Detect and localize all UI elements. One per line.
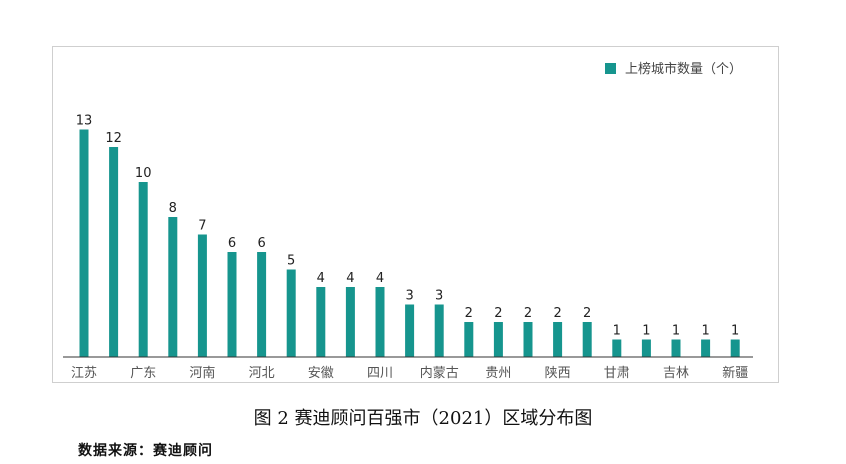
bar-19	[641, 339, 651, 357]
bar-7	[286, 269, 296, 357]
category-label-8: 安徽	[308, 366, 334, 381]
value-label-17: 2	[583, 306, 591, 321]
value-label-12: 3	[435, 289, 443, 304]
category-label-6: 河北	[249, 366, 275, 381]
value-label-13: 2	[465, 306, 473, 321]
bar-15	[523, 322, 533, 357]
value-label-1: 12	[105, 131, 122, 146]
category-label-20: 吉林	[663, 366, 689, 381]
value-label-21: 1	[701, 324, 709, 339]
value-label-2: 10	[135, 166, 152, 181]
legend-label: 上榜城市数量（个）	[625, 61, 742, 77]
value-label-22: 1	[731, 324, 739, 339]
figure-caption: 图 2 赛迪顾问百强市（2021）区域分布图	[253, 408, 593, 429]
bar-18	[612, 339, 622, 357]
value-label-19: 1	[642, 324, 650, 339]
bar-chart: 13 12 10 8 7 6 6 5 4 4 4 3 3 2 2 2 2 2 1 1 1 1 1 江苏 广东 河南 河北 安徽 四川 内…	[63, 61, 753, 381]
category-label-14: 贵州	[485, 366, 511, 381]
category-label-4: 河南	[189, 365, 215, 381]
bar-13	[464, 322, 474, 357]
value-label-20: 1	[672, 324, 680, 339]
bar-10	[375, 287, 385, 357]
bar-14	[493, 322, 503, 357]
value-labels-group: 13 12 10 8 7 6 6 5 4 4 4 3 3 2 2 2 2 2 1 1 1 1 1	[76, 114, 740, 339]
category-label-12: 内蒙古	[420, 365, 459, 381]
bar-20	[671, 339, 681, 357]
category-label-22: 新疆	[722, 365, 748, 381]
bars-group	[79, 129, 740, 357]
bar-9	[345, 287, 355, 357]
value-label-5: 6	[228, 236, 236, 251]
value-label-3: 8	[169, 201, 177, 216]
data-source-note: 数据来源：赛迪顾问	[78, 443, 213, 459]
category-label-2: 广东	[130, 366, 156, 381]
bar-22	[730, 339, 740, 357]
value-label-0: 13	[76, 114, 93, 129]
legend-swatch	[605, 63, 616, 74]
category-label-0: 江苏	[71, 365, 97, 381]
chart-frame: 13 12 10 8 7 6 6 5 4 4 4 3 3 2 2 2 2 2 1 1 1 1 1 江苏 广东 河南 河北 安徽 四川 内…	[52, 46, 779, 383]
category-label-16: 陕西	[545, 366, 571, 381]
value-label-10: 4	[376, 271, 384, 286]
bar-16	[553, 322, 563, 357]
category-labels-group: 江苏 广东 河南 河北 安徽 四川 内蒙古 贵州 陕西 甘肃 吉林 新疆	[71, 365, 748, 381]
bar-5	[227, 252, 237, 357]
value-label-4: 7	[198, 219, 206, 234]
bar-0	[79, 129, 89, 357]
bar-12	[434, 304, 444, 357]
bar-17	[582, 322, 592, 357]
bar-8	[316, 287, 326, 357]
bar-21	[701, 339, 711, 357]
value-label-14: 2	[494, 306, 502, 321]
category-label-18: 甘肃	[604, 366, 630, 381]
bar-3	[168, 217, 178, 357]
value-label-8: 4	[317, 271, 325, 286]
bar-2	[138, 182, 148, 357]
bar-1	[109, 147, 119, 357]
value-label-15: 2	[524, 306, 532, 321]
value-label-16: 2	[553, 306, 561, 321]
bar-6	[257, 252, 267, 357]
value-label-11: 3	[405, 289, 413, 304]
value-label-7: 5	[287, 254, 295, 269]
bar-11	[405, 304, 415, 357]
value-label-9: 4	[346, 271, 354, 286]
value-label-6: 6	[257, 236, 265, 251]
category-label-10: 四川	[367, 366, 393, 381]
bar-4	[197, 234, 207, 357]
value-label-18: 1	[613, 324, 621, 339]
